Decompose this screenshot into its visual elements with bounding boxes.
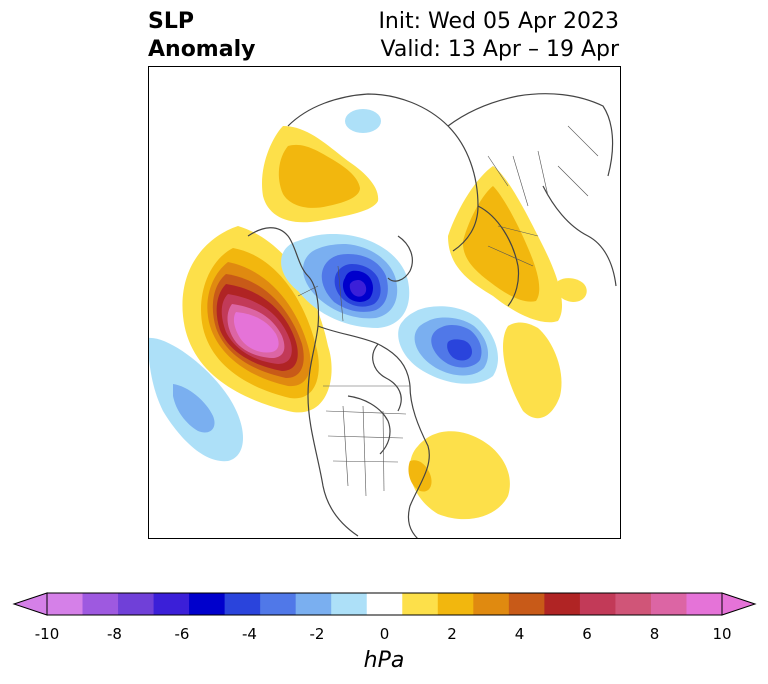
colorbar-bin	[544, 593, 581, 615]
anomaly-central-pacific-low	[148, 337, 243, 462]
colorbar-bin	[224, 593, 261, 615]
colorbar-bin	[437, 593, 474, 615]
colorbar-bin	[118, 593, 155, 615]
colorbar-unit-label: hPa	[364, 648, 405, 673]
colorbar-bin	[579, 593, 616, 615]
anomaly-canada-high	[262, 126, 379, 223]
variable-title-line1: SLP	[148, 9, 194, 34]
colorbar-bin	[473, 593, 510, 615]
variable-title-line2: Anomaly	[148, 37, 256, 62]
colorbar-tick-label: 0	[380, 625, 390, 643]
colorbar-bin	[153, 593, 190, 615]
date-info: Init: Wed 05 Apr 2023 Valid: 13 Apr – 19…	[378, 8, 619, 64]
colorbar-bin	[82, 593, 119, 615]
colorbar-tick-label: 2	[447, 625, 457, 643]
colorbar-ticks: -10 -8 -6 -4 -2 0 2 4 6 8 10	[35, 625, 732, 643]
colorbar-tick-label: 10	[712, 625, 731, 643]
colorbar-bin	[686, 593, 723, 615]
init-date: Init: Wed 05 Apr 2023	[378, 9, 619, 34]
colorbar-tick-label: 8	[650, 625, 660, 643]
colorbar-bins	[46, 592, 723, 616]
colorbar-bin	[331, 593, 368, 615]
colorbar-bin	[402, 593, 439, 615]
colorbar-tick-label: -8	[107, 625, 122, 643]
anomaly-atlantic-high	[408, 431, 510, 520]
colorbar-bin	[366, 593, 403, 615]
colorbar-bin	[650, 593, 687, 615]
colorbar-bin	[260, 593, 297, 615]
anomaly-polar-low-small	[345, 109, 381, 133]
colorbar-bin	[615, 593, 652, 615]
variable-title: SLP Anomaly	[148, 8, 255, 64]
anomaly-eurasia-high	[448, 166, 587, 419]
colorbar-tick-label: -2	[310, 625, 325, 643]
colorbar-extend-right	[721, 592, 757, 616]
colorbar-bin	[508, 593, 545, 615]
colorbar-extend-left	[12, 592, 48, 616]
colorbar-bin	[189, 593, 226, 615]
valid-range: Valid: 13 Apr – 19 Apr	[380, 37, 620, 62]
anomaly-labrador-low	[398, 306, 498, 384]
slp-anomaly-map	[148, 66, 621, 539]
colorbar-tick-label: -4	[242, 625, 257, 643]
colorbar-bin	[47, 593, 84, 615]
colorbar-tick-label: 4	[515, 625, 525, 643]
map-frame	[148, 66, 621, 539]
colorbar: -10 -8 -6 -4 -2 0 2 4 6 8 10 hPa	[12, 592, 757, 673]
colorbar-tick-label: 6	[582, 625, 592, 643]
colorbar-bin	[295, 593, 332, 615]
country-borders	[297, 125, 599, 497]
anomaly-arctic-low	[281, 234, 410, 328]
anomaly-pacific-high	[182, 226, 332, 413]
colorbar-tick-label: -6	[175, 625, 190, 643]
coastlines	[247, 93, 617, 539]
colorbar-tick-label: -10	[35, 625, 60, 643]
